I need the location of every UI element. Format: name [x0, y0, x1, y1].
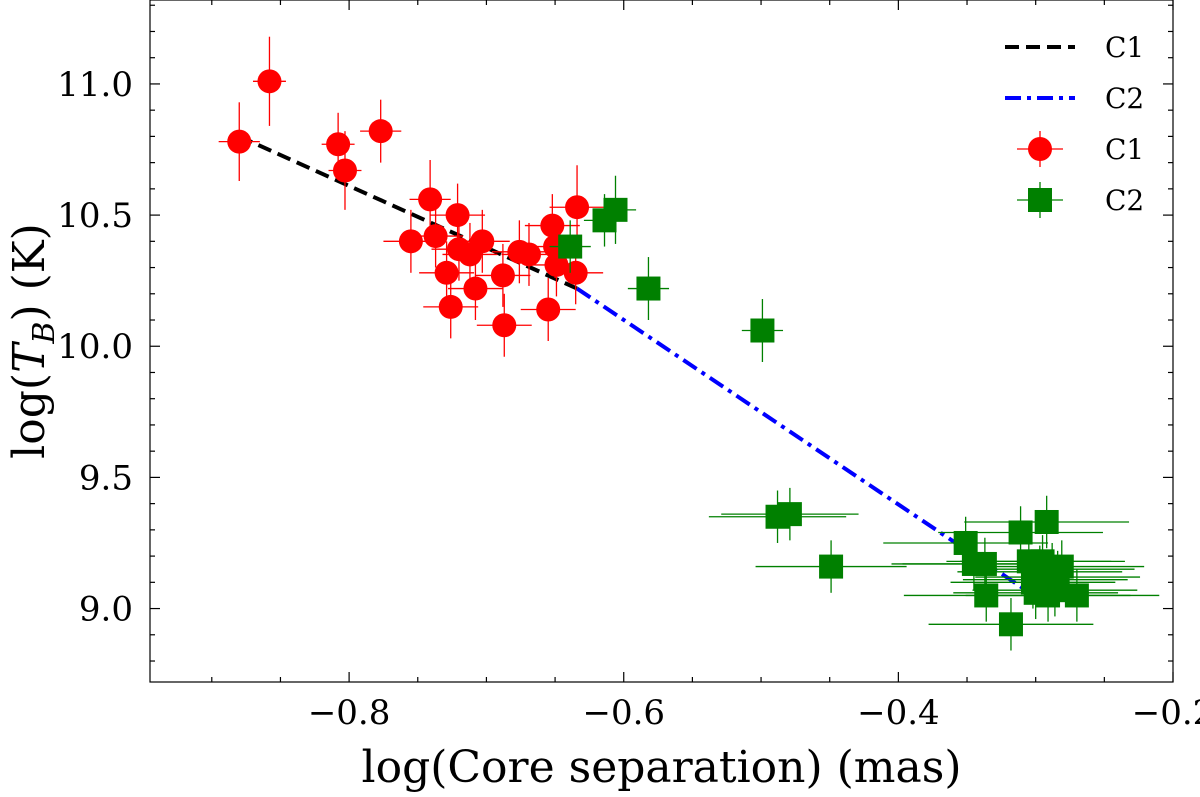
legend: C1 C2 C1 C2: [1005, 31, 1144, 218]
x-tick-label: −0.4: [857, 693, 940, 733]
data-point-c2: [938, 506, 1103, 559]
circle-marker: [516, 242, 541, 267]
x-tick-label: −0.2: [1132, 693, 1200, 733]
axis-ticks: −0.8 −0.6 −0.4 −0.2 9.0 9.5 10.0 10.5 11.0: [57, 0, 1200, 733]
square-marker: [819, 554, 844, 579]
data-point-c2: [549, 220, 591, 273]
circle-marker: [463, 276, 488, 301]
data-point-c2: [721, 487, 859, 541]
y-tick-label: 10.0: [57, 327, 133, 367]
data-point-c1: [528, 233, 584, 297]
circle-marker: [536, 297, 561, 322]
legend-label: C2: [1105, 82, 1144, 115]
circle-marker: [490, 263, 515, 288]
circle-marker: [257, 69, 282, 94]
circle-marker: [227, 129, 252, 154]
data-point-c1: [360, 99, 402, 163]
circle-marker: [368, 119, 393, 144]
square-marker: [750, 318, 775, 343]
data-point-c2: [928, 598, 1094, 651]
data-point-c2: [964, 495, 1130, 549]
square-marker: [998, 612, 1023, 637]
data-point-c1: [383, 209, 439, 273]
square-marker: [1064, 583, 1089, 608]
legend-square-marker: [1028, 188, 1052, 212]
square-marker: [603, 197, 628, 222]
data-point-c2: [979, 540, 1145, 593]
y-axis-title-var: T: [4, 340, 55, 373]
x-axis-title: log(Core separation) (mas): [362, 742, 962, 793]
data-point-c1: [218, 102, 260, 181]
data-point-c1: [447, 257, 503, 321]
legend-circle-marker: [1028, 137, 1052, 161]
data-point-c2: [994, 569, 1160, 622]
circle-marker: [438, 294, 463, 319]
circle-marker: [434, 260, 459, 285]
data-point-c2: [741, 299, 784, 362]
data-point-c1: [419, 241, 475, 305]
y-axis-title-suffix: ) (K): [4, 223, 55, 321]
data-point-c1: [454, 209, 510, 273]
legend-entry-3: C1: [1017, 131, 1144, 167]
circle-marker: [492, 313, 517, 338]
circle-marker: [470, 229, 495, 254]
data-point-c1: [328, 131, 362, 210]
circle-marker: [418, 187, 443, 212]
data-point-c1: [252, 36, 286, 126]
y-tick-label: 9.0: [79, 590, 133, 630]
circle-marker: [565, 195, 590, 220]
data-point-c1: [423, 275, 479, 339]
data-point-c1: [520, 278, 576, 341]
legend-label: C2: [1105, 184, 1144, 217]
circle-marker: [544, 252, 569, 277]
square-marker: [1008, 520, 1033, 545]
y-tick-label: 10.5: [57, 196, 133, 236]
y-axis-title-sub: B: [27, 322, 62, 345]
plot-frame: [149, 0, 1174, 683]
y-tick-label: 9.5: [79, 458, 133, 498]
circle-marker: [445, 203, 470, 228]
circle-marker: [563, 260, 588, 285]
square-marker: [1049, 554, 1074, 579]
circle-marker: [423, 224, 448, 249]
data-point-c2: [627, 257, 670, 321]
square-marker: [558, 234, 583, 259]
circle-marker: [326, 132, 351, 157]
series-c2-points: [549, 175, 1160, 651]
circle-marker: [398, 229, 423, 254]
data-point-c1: [476, 293, 532, 357]
legend-label: C1: [1105, 31, 1144, 64]
data-point-c1: [430, 183, 486, 247]
square-marker: [1034, 509, 1059, 534]
y-tick-label: 11.0: [57, 65, 133, 105]
square-marker: [636, 276, 661, 301]
y-axis-title: log(TB) (K): [4, 223, 62, 459]
legend-entry-1: C1: [1005, 31, 1144, 64]
data-point-c2: [594, 175, 637, 244]
square-marker: [777, 502, 802, 527]
legend-entry-2: C2: [1005, 82, 1144, 115]
y-axis-title-prefix: log(: [4, 373, 55, 459]
circle-marker: [332, 158, 357, 183]
circle-marker: [540, 213, 565, 238]
legend-entry-4: C2: [1017, 182, 1144, 218]
x-tick-label: −0.6: [582, 693, 665, 733]
legend-label: C1: [1105, 133, 1144, 166]
x-tick-label: −0.8: [308, 693, 391, 733]
data-point-c2: [755, 540, 907, 593]
